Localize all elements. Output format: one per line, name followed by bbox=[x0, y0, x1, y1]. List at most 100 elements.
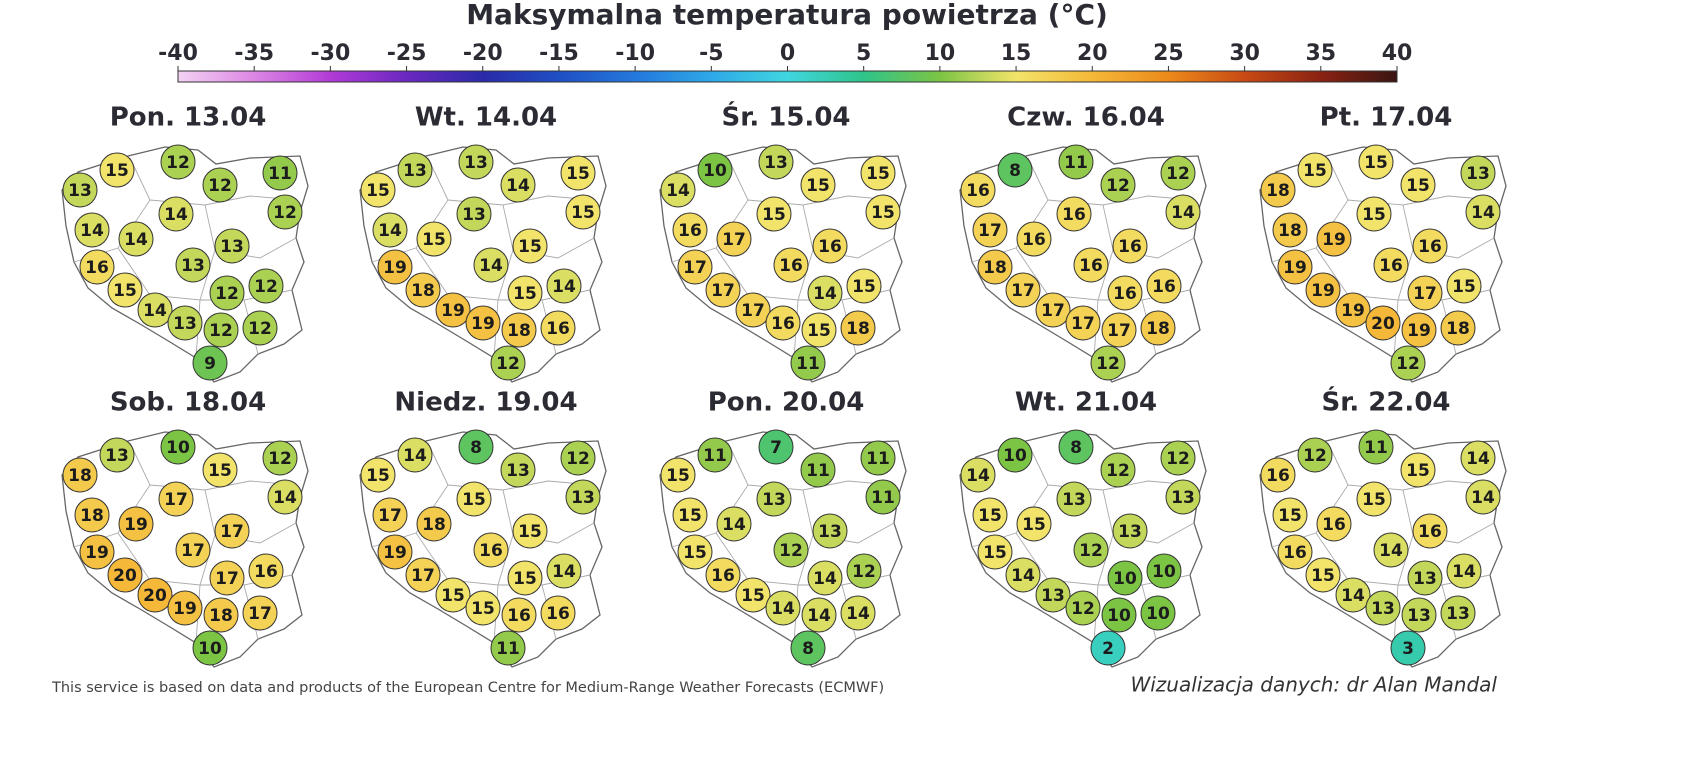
colorbar-tick-label: 35 bbox=[1306, 41, 1337, 66]
temperature-marker bbox=[1112, 228, 1148, 264]
temperature-value: 13 bbox=[762, 490, 786, 510]
temperature-value: 15 bbox=[513, 284, 537, 304]
temperature-value: 17 bbox=[1107, 321, 1131, 341]
temperature-value: 18 bbox=[422, 515, 446, 535]
temperature-marker bbox=[1316, 221, 1352, 257]
temperature-marker bbox=[1035, 577, 1071, 613]
temperature-value: 17 bbox=[411, 566, 435, 586]
temperature-marker bbox=[1390, 630, 1426, 666]
temperature-marker bbox=[1390, 345, 1426, 381]
temperature-marker bbox=[1365, 590, 1401, 626]
temperature-value: 14 bbox=[846, 604, 870, 624]
temperature-marker bbox=[507, 560, 543, 596]
temperature-value: 12 bbox=[566, 449, 590, 469]
temperature-value: 12 bbox=[215, 284, 239, 304]
temperature-value: 17 bbox=[181, 541, 205, 561]
temperature-marker bbox=[79, 534, 115, 570]
day-label: Pon. 20.04 bbox=[708, 388, 865, 418]
temperature-value: 14 bbox=[1471, 488, 1495, 508]
temperature-marker bbox=[977, 249, 1013, 285]
temperature-value: 11 bbox=[1064, 153, 1088, 173]
temperature-marker bbox=[1305, 272, 1341, 308]
temperature-marker bbox=[360, 457, 396, 493]
temperature-marker bbox=[507, 275, 543, 311]
temperature-value: 11 bbox=[796, 354, 820, 374]
title: Maksymalna temperatura powietrza (°C) bbox=[466, 0, 1108, 31]
day-label: Sob. 18.04 bbox=[110, 388, 266, 418]
temperature-marker bbox=[397, 152, 433, 188]
temperature-value: 2 bbox=[1102, 639, 1114, 659]
temperature-value: 17 bbox=[248, 604, 272, 624]
temperature-marker bbox=[1465, 479, 1501, 515]
temperature-value: 13 bbox=[1171, 488, 1195, 508]
temperature-value: 13 bbox=[220, 237, 244, 257]
temperature-value: 15 bbox=[978, 506, 1002, 526]
temperature-value: 15 bbox=[1362, 205, 1386, 225]
temperature-marker bbox=[202, 167, 238, 203]
colorbar-tick-label: -35 bbox=[234, 41, 274, 66]
temperature-marker bbox=[1107, 560, 1143, 596]
temperature-marker bbox=[697, 437, 733, 473]
temperature-value: 7 bbox=[770, 438, 782, 458]
temperature-marker bbox=[765, 590, 801, 626]
temperature-value: 18 bbox=[411, 281, 435, 301]
temperature-value: 15 bbox=[1406, 176, 1430, 196]
temperature-marker bbox=[1146, 553, 1182, 589]
temperature-value: 12 bbox=[166, 153, 190, 173]
temperature-marker bbox=[1335, 292, 1371, 328]
temperature-marker bbox=[1297, 152, 1333, 188]
temperature-value: 17 bbox=[220, 522, 244, 542]
temperature-value: 13 bbox=[173, 314, 197, 334]
temperature-marker bbox=[1400, 452, 1436, 488]
temperature-marker bbox=[1446, 268, 1482, 304]
colorbar-tick-label: 20 bbox=[1077, 41, 1108, 66]
temperature-value: 14 bbox=[813, 569, 837, 589]
temperature-value: 15 bbox=[807, 321, 831, 341]
temperature-marker bbox=[716, 221, 752, 257]
temperature-value: 14 bbox=[722, 515, 746, 535]
temperature-marker bbox=[865, 194, 901, 230]
temperature-value: 15 bbox=[1452, 277, 1476, 297]
temperature-marker bbox=[677, 534, 713, 570]
temperature-marker bbox=[160, 429, 196, 465]
colorbar-tick-label: 40 bbox=[1382, 41, 1413, 66]
temperature-value: 16 bbox=[678, 221, 702, 241]
temperature-value: 11 bbox=[871, 488, 895, 508]
temperature-marker bbox=[1260, 457, 1296, 493]
temperature-value: 16 bbox=[1152, 277, 1176, 297]
temperature-value: 14 bbox=[378, 221, 402, 241]
temperature-marker bbox=[74, 497, 110, 533]
day-panel: Wt. 21.04 10 8 12 14 12 13 15 15 13 13 15 12 14 10 10 13… bbox=[959, 388, 1207, 668]
temperature-value: 16 bbox=[1379, 256, 1403, 276]
temperature-marker bbox=[801, 597, 837, 633]
temperature-value: 19 bbox=[441, 301, 465, 321]
temperature-marker bbox=[960, 457, 996, 493]
temperature-value: 15 bbox=[1364, 153, 1388, 173]
temperature-value: 13 bbox=[1413, 569, 1437, 589]
temperature-value: 16 bbox=[1022, 230, 1046, 250]
day-label: Śr. 22.04 bbox=[1321, 386, 1450, 418]
temperature-value: 17 bbox=[164, 490, 188, 510]
temperature-marker bbox=[560, 440, 596, 476]
day-label: Czw. 16.04 bbox=[1007, 103, 1165, 133]
temperature-value: 15 bbox=[518, 237, 542, 257]
temperature-value: 19 bbox=[383, 543, 407, 563]
temperature-value: 15 bbox=[105, 161, 129, 181]
temperature-marker bbox=[1272, 212, 1308, 248]
temperature-value: 15 bbox=[462, 490, 486, 510]
colorbar-tick-label: 10 bbox=[925, 41, 956, 66]
temperature-value: 14 bbox=[1471, 203, 1495, 223]
temperature-value: 19 bbox=[1341, 301, 1365, 321]
temperature-value: 16 bbox=[1079, 256, 1103, 276]
temperature-value: 19 bbox=[383, 258, 407, 278]
colorbar-tick-label: -20 bbox=[463, 41, 503, 66]
temperature-value: 20 bbox=[113, 566, 137, 586]
temperature-marker bbox=[1090, 630, 1126, 666]
temperature-value: 12 bbox=[1079, 541, 1103, 561]
temperature-value: 15 bbox=[741, 586, 765, 606]
temperature-marker bbox=[801, 312, 837, 348]
temperature-value: 12 bbox=[1071, 599, 1095, 619]
temperature-value: 17 bbox=[215, 569, 239, 589]
colorbar-tick-label: 5 bbox=[856, 41, 871, 66]
temperature-marker bbox=[107, 557, 143, 593]
